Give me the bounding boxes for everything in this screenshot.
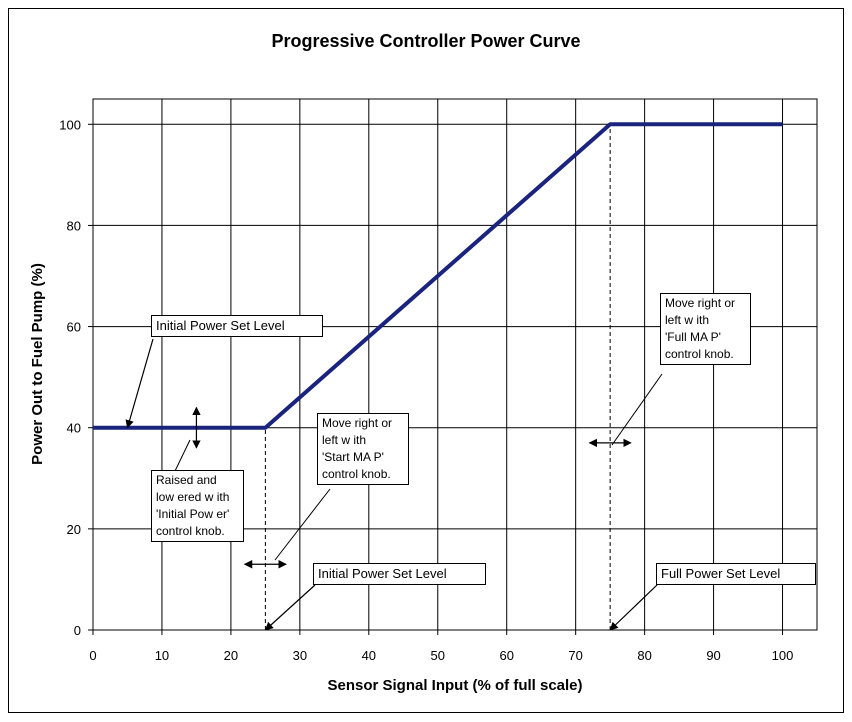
callout-line: control knob. [665, 347, 734, 361]
y-tick-label: 60 [67, 320, 81, 335]
chart-frame [8, 8, 844, 713]
x-tick-label: 100 [772, 648, 794, 663]
callout-line: Move right or [665, 296, 736, 310]
full-level-leader [609, 584, 658, 631]
x-tick-label: 60 [499, 648, 513, 663]
x-tick-label: 10 [155, 648, 169, 663]
y-tick-label: 20 [67, 522, 81, 537]
callout-line: 'Initial Pow er' [156, 507, 230, 521]
power-curve-line [93, 122, 783, 430]
callout-line: Full Power Set Level [661, 566, 781, 581]
x-tick-label: 40 [362, 648, 376, 663]
callout-line: control knob. [156, 524, 225, 538]
initial-power-level-callout: Initial Power Set Level [151, 315, 323, 337]
initial-power-level-bottom-callout: Initial Power Set Level [313, 563, 486, 585]
x-tick-label: 70 [568, 648, 582, 663]
initial-level-leader [125, 338, 154, 429]
x-tick-label: 50 [431, 648, 445, 663]
start-map-connector [274, 488, 331, 561]
x-tick-label: 20 [224, 648, 238, 663]
x-tick-label: 80 [637, 648, 651, 663]
callout-line: Raised and [156, 473, 217, 487]
x-axis-label: Sensor Signal Input (% of full scale) [327, 677, 582, 694]
full-power-level-callout: Full Power Set Level [656, 563, 816, 585]
y-tick-label: 40 [67, 421, 81, 436]
raised-connector [174, 439, 191, 472]
initial-level-bottom-leader [264, 584, 316, 631]
callout-line: 'Start MA P' [322, 450, 384, 464]
x-tick-label: 0 [89, 648, 96, 663]
callout-line: Initial Power Set Level [156, 318, 285, 333]
x-tick-label: 30 [293, 648, 307, 663]
full-map-connector [611, 373, 663, 446]
callout-line: control knob. [322, 467, 391, 481]
callout-line: left w ith [665, 313, 710, 327]
callout-line: 'Full MA P' [665, 330, 721, 344]
callout-line: low ered w ith [156, 490, 230, 504]
y-tick-label: 80 [67, 218, 81, 233]
y-tick-label: 100 [59, 117, 81, 132]
callout-line: left w ith [322, 433, 367, 447]
chart-title: Progressive Controller Power Curve [271, 31, 580, 51]
full-map-callout: Move right or left w ith 'Full MA P' con… [660, 293, 751, 365]
raised-lowered-callout: Raised and low ered w ith 'Initial Pow e… [151, 470, 244, 542]
callout-line: Initial Power Set Level [318, 566, 447, 581]
y-tick-label: 0 [74, 623, 81, 638]
callout-line: Move right or [322, 416, 393, 430]
x-tick-label: 90 [706, 648, 720, 663]
start-map-callout: Move right or left w ith 'Start MA P' co… [317, 413, 409, 485]
y-axis-label: Power Out to Fuel Pump (%) [29, 263, 46, 465]
